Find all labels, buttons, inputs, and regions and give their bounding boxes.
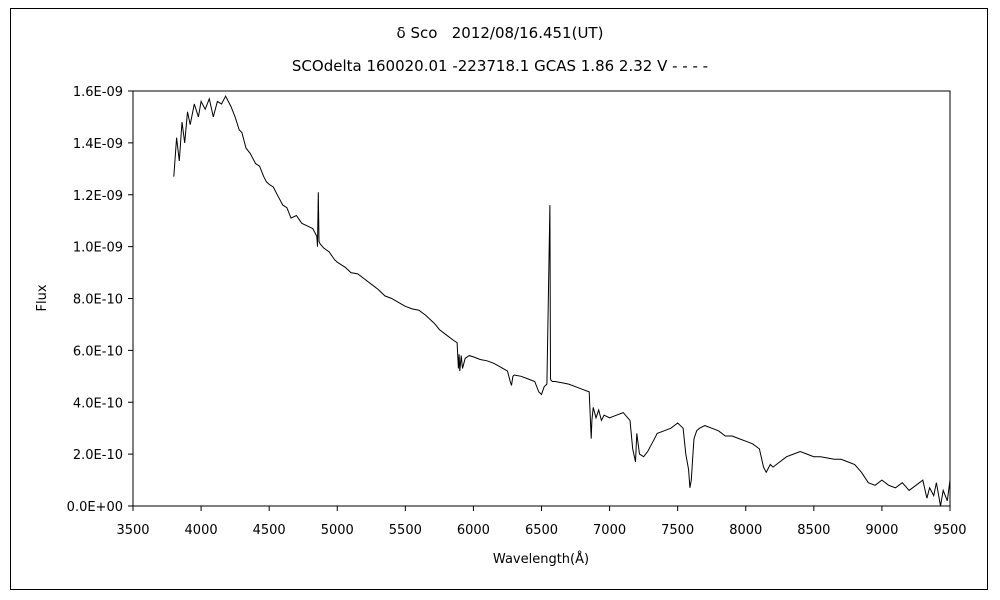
y-axis: 0.0E+00 2.0E-10 4.0E-10 6.0E-10 8.0E-10 1.0E-… <box>67 85 133 515</box>
x-tick-label: 8500 <box>797 523 830 538</box>
x-tick-label: 5500 <box>389 523 422 538</box>
y-tick-label: 4.0E-10 <box>73 396 123 411</box>
x-tick-label: 8000 <box>729 523 762 538</box>
y-tick-label: 1.0E-09 <box>73 241 123 256</box>
y-tick-label: 1.6E-09 <box>73 85 123 100</box>
y-tick-label: 1.4E-09 <box>73 137 123 152</box>
x-tick-label: 7000 <box>593 523 626 538</box>
x-tick-label: 9000 <box>865 523 898 538</box>
chart-subtitle: SCOdelta 160020.01 -223718.1 GCAS 1.86 2… <box>291 57 709 75</box>
x-tick-label: 3500 <box>116 523 149 538</box>
x-tick-label: 4500 <box>253 523 286 538</box>
y-tick-label: 0.0E+00 <box>67 500 123 515</box>
y-tick-label: 8.0E-10 <box>73 293 123 308</box>
y-tick-label: 1.2E-09 <box>73 189 123 204</box>
x-tick-label: 6000 <box>457 523 490 538</box>
plot-area <box>132 90 951 507</box>
x-tick-label: 5000 <box>321 523 354 538</box>
x-axis-label: Wavelength(Å) <box>493 551 589 567</box>
x-tick-label: 4000 <box>185 523 218 538</box>
x-axis: 3500 4000 4500 5000 5500 6000 6500 7000 7500 8000… <box>116 506 967 538</box>
y-axis-label: Flux <box>35 284 50 311</box>
x-tick-label: 9500 <box>933 523 966 538</box>
y-tick-label: 6.0E-10 <box>73 344 123 359</box>
x-tick-label: 7500 <box>661 523 694 538</box>
y-tick-label: 2.0E-10 <box>73 448 123 463</box>
x-tick-label: 6500 <box>525 523 558 538</box>
spectrum-series-line <box>173 95 951 507</box>
chart-title: δ Sco 2012/08/16.451(UT) <box>396 24 604 42</box>
